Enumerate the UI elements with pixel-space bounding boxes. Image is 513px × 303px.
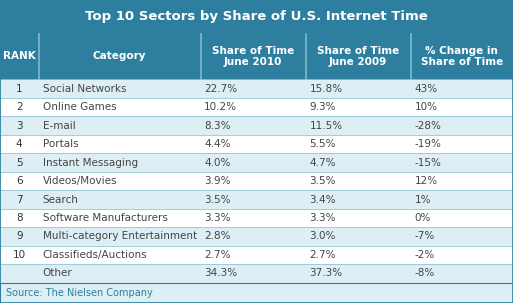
Text: 43%: 43% [415, 84, 438, 94]
Text: 34.3%: 34.3% [204, 268, 238, 278]
Bar [0, 98, 513, 116]
Bar [0, 209, 513, 227]
Text: % Change in
Share of Time: % Change in Share of Time [421, 45, 503, 67]
Bar [0, 79, 513, 98]
Text: -8%: -8% [415, 268, 435, 278]
Text: Videos/Movies: Videos/Movies [43, 176, 117, 186]
Bar [38, 33, 39, 79]
Text: E-mail: E-mail [43, 121, 75, 131]
Text: 9.3%: 9.3% [309, 102, 336, 112]
Bar [0, 246, 513, 264]
Text: 11.5%: 11.5% [309, 121, 343, 131]
Text: Portals: Portals [43, 139, 78, 149]
Text: 2.7%: 2.7% [309, 250, 336, 260]
Text: 1: 1 [16, 84, 23, 94]
Text: 1%: 1% [415, 195, 431, 205]
Text: 3.5%: 3.5% [204, 195, 231, 205]
Text: 2.7%: 2.7% [204, 250, 231, 260]
Text: 2: 2 [16, 102, 23, 112]
Text: Online Games: Online Games [43, 102, 116, 112]
Text: 0%: 0% [415, 213, 431, 223]
Text: 5.5%: 5.5% [309, 139, 336, 149]
Text: 3.9%: 3.9% [204, 176, 231, 186]
Bar [0, 264, 513, 283]
Bar [0, 227, 513, 246]
Text: 15.8%: 15.8% [309, 84, 343, 94]
Text: Search: Search [43, 195, 78, 205]
Text: 3.3%: 3.3% [204, 213, 231, 223]
Bar [0, 153, 513, 172]
Text: -28%: -28% [415, 121, 441, 131]
Bar [305, 33, 306, 79]
Text: 9: 9 [16, 231, 23, 241]
Text: Share of Time
June 2010: Share of Time June 2010 [211, 45, 294, 67]
Bar [0, 116, 513, 135]
Text: Classifieds/Auctions: Classifieds/Auctions [43, 250, 147, 260]
Text: 2.8%: 2.8% [204, 231, 231, 241]
Text: 3.0%: 3.0% [309, 231, 336, 241]
Text: 10.2%: 10.2% [204, 102, 237, 112]
Bar [0, 33, 513, 79]
Text: 5: 5 [16, 158, 23, 168]
Text: 8.3%: 8.3% [204, 121, 231, 131]
Bar [200, 33, 201, 79]
Text: Share of Time
June 2009: Share of Time June 2009 [317, 45, 399, 67]
Text: 3.3%: 3.3% [309, 213, 336, 223]
Text: -15%: -15% [415, 158, 441, 168]
Bar [0, 135, 513, 153]
Text: 3.4%: 3.4% [309, 195, 336, 205]
Text: Category: Category [92, 51, 146, 61]
Text: 3.5%: 3.5% [309, 176, 336, 186]
Text: 10: 10 [13, 250, 26, 260]
Text: 37.3%: 37.3% [309, 268, 343, 278]
Text: 4.7%: 4.7% [309, 158, 336, 168]
Text: 3: 3 [16, 121, 23, 131]
Text: 22.7%: 22.7% [204, 84, 238, 94]
Text: Software Manufacturers: Software Manufacturers [43, 213, 167, 223]
Bar [0, 190, 513, 209]
Text: 8: 8 [16, 213, 23, 223]
Text: Top 10 Sectors by Share of U.S. Internet Time: Top 10 Sectors by Share of U.S. Internet… [85, 10, 428, 23]
Text: -2%: -2% [415, 250, 435, 260]
Text: 12%: 12% [415, 176, 438, 186]
Text: 4.0%: 4.0% [204, 158, 230, 168]
Bar [0, 172, 513, 190]
Text: -7%: -7% [415, 231, 435, 241]
Text: 10%: 10% [415, 102, 438, 112]
Text: Multi-category Entertainment: Multi-category Entertainment [43, 231, 196, 241]
Text: Social Networks: Social Networks [43, 84, 126, 94]
Text: Other: Other [43, 268, 72, 278]
Bar [0, 283, 513, 303]
Text: 4.4%: 4.4% [204, 139, 231, 149]
Text: Instant Messaging: Instant Messaging [43, 158, 137, 168]
Text: Source: The Nielsen Company: Source: The Nielsen Company [6, 288, 153, 298]
Text: RANK: RANK [3, 51, 35, 61]
Text: 4: 4 [16, 139, 23, 149]
Text: -19%: -19% [415, 139, 441, 149]
Text: 6: 6 [16, 176, 23, 186]
Text: 7: 7 [16, 195, 23, 205]
Bar [0, 0, 513, 33]
